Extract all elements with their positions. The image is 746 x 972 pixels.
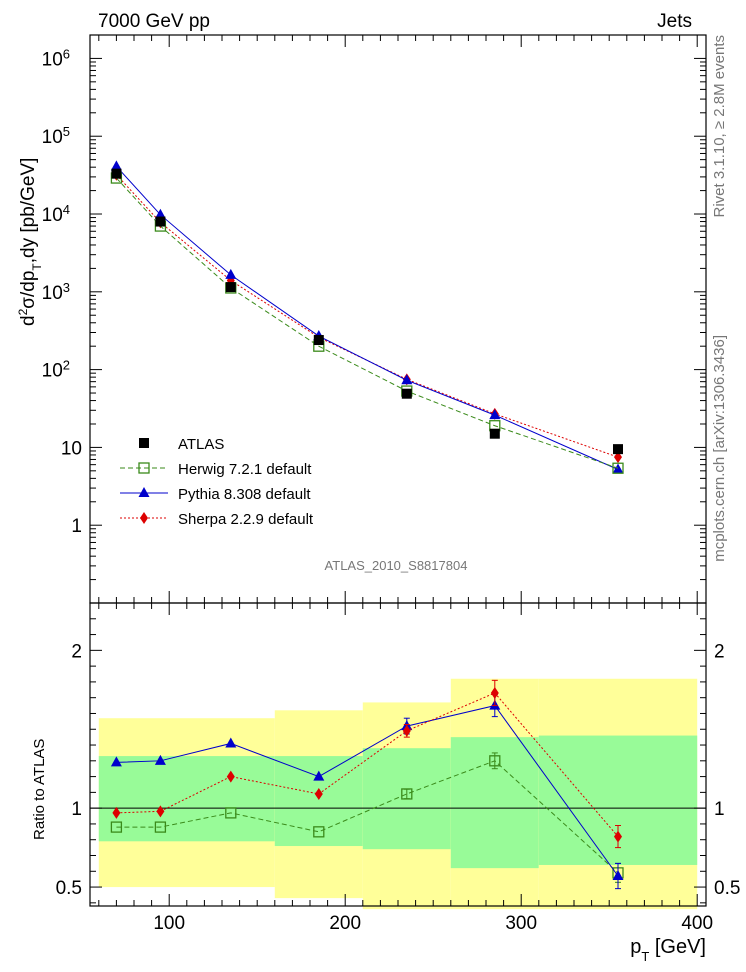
- ratio-point: [154, 821, 167, 833]
- legend-marker: [138, 487, 150, 497]
- analysis-id: ATLAS_2010_S8817804: [325, 558, 468, 573]
- data-point: [401, 374, 413, 385]
- x-tick-label: 100: [153, 913, 185, 934]
- ratio-point: [314, 787, 323, 800]
- tick-exp: 6: [63, 46, 70, 61]
- data-point: [612, 462, 624, 474]
- legend-label: Herwig 7.2.1 default: [178, 461, 312, 478]
- ratio-point: [112, 806, 121, 819]
- green-band: [274, 756, 363, 847]
- ratio-point: [489, 755, 501, 767]
- legend-marker: [138, 462, 150, 474]
- y-tick-label: 104: [42, 202, 70, 227]
- ratio-point: [402, 724, 411, 737]
- main-series: [110, 160, 624, 474]
- y-tick-label: 1: [71, 516, 82, 537]
- legend-marker: [139, 438, 149, 448]
- ratio-point: [313, 826, 325, 838]
- x-tick-label: 400: [681, 913, 713, 934]
- side-label-top: Rivet 3.1.10, ≥ 2.8M events: [711, 35, 728, 218]
- ratio-point: [614, 830, 622, 843]
- tick-exp: 2: [63, 357, 70, 372]
- series-line: [116, 166, 619, 470]
- tick-exp: 4: [63, 202, 70, 217]
- ratio-point: [226, 770, 235, 783]
- tick-base: 10: [42, 49, 63, 70]
- tick-base: 10: [42, 127, 63, 148]
- tick-base: 10: [42, 361, 63, 382]
- tick-exp: 3: [63, 279, 70, 294]
- ratio-point: [490, 686, 499, 699]
- main-ylabel: d2σ/dpT,dy [pb/GeV]: [16, 158, 44, 326]
- side-label-bottom: mcplots.cern.ch [arXiv:1306.3436]: [711, 335, 728, 562]
- data-point: [110, 160, 122, 171]
- ratio-y-tick-label: 1: [71, 799, 82, 820]
- y-tick-label: 103: [42, 279, 70, 304]
- y-tick-label: 102: [42, 357, 70, 382]
- ratio-series: [110, 679, 624, 890]
- data-point: [154, 208, 166, 219]
- legend-label: Sherpa 2.2.9 default: [178, 511, 314, 528]
- header-left: 7000 GeV pp: [98, 11, 210, 32]
- header-right: Jets: [657, 11, 692, 32]
- series-line: [116, 177, 619, 469]
- legend: ATLAS Herwig 7.2.1 default Pythia 8.308 de…: [120, 436, 314, 528]
- y-tick-label: 105: [42, 124, 70, 149]
- legend-marker: [140, 512, 148, 524]
- legend-label: Pythia 8.308 default: [178, 486, 311, 503]
- x-tick-label: 300: [505, 913, 537, 934]
- data-point: [613, 444, 623, 455]
- ratio-point: [612, 870, 624, 881]
- ratio-point: [110, 821, 123, 833]
- data-point: [489, 428, 500, 439]
- ratio-y-tick-label: 2: [71, 641, 82, 662]
- data-point: [313, 335, 324, 346]
- series-line: [116, 174, 619, 458]
- data-point: [225, 268, 237, 279]
- ratio-point: [154, 754, 166, 765]
- ratio-point: [225, 737, 237, 748]
- data-point: [401, 388, 412, 399]
- tick-base: 10: [42, 205, 63, 226]
- ratio-ylabel: Ratio to ATLAS: [31, 739, 48, 840]
- tick-base: 10: [42, 283, 63, 304]
- ratio-point: [110, 756, 122, 767]
- y-tick-label: 106: [42, 46, 70, 71]
- data-point: [612, 463, 624, 474]
- ratio-point: [156, 805, 165, 818]
- data-point: [155, 216, 166, 227]
- data-point: [225, 282, 236, 293]
- tick-exp: 5: [63, 124, 70, 139]
- ratio-point: [401, 788, 413, 800]
- ratio-y-tick-label: 0.5: [56, 878, 82, 899]
- ratio-point: [225, 807, 237, 819]
- ratio-y-tick-label-right: 1: [714, 799, 725, 820]
- ratio-y-tick-label-right: 0.5: [714, 878, 740, 899]
- ratio-point: [313, 770, 325, 781]
- data-point: [111, 168, 122, 179]
- legend-label: ATLAS: [178, 436, 224, 453]
- ratio-y-tick-label-right: 2: [714, 641, 725, 662]
- y-tick-label: 10: [61, 438, 82, 459]
- x-tick-label: 200: [329, 913, 361, 934]
- data-point: [489, 409, 501, 420]
- x-axis-title: pT [GeV]: [630, 936, 706, 964]
